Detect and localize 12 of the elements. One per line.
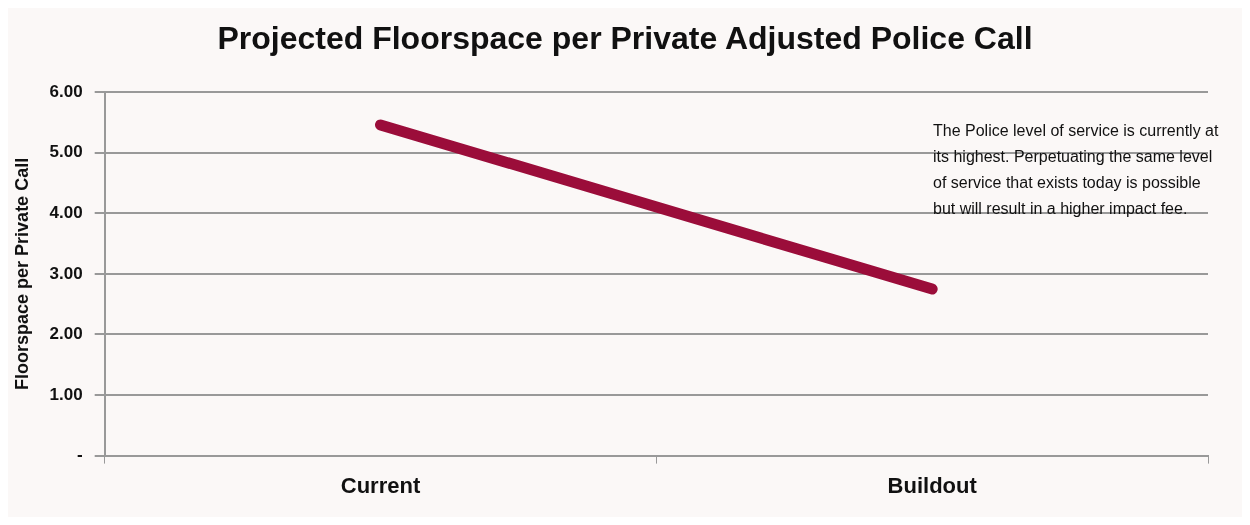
y-tick-label: - <box>77 445 83 465</box>
y-axis-title: Floorspace per Private Call <box>11 157 32 390</box>
x-tick-label: Current <box>340 472 421 498</box>
annotation: The Police level of service is currently at its highest. Perpetuating the same level of service that exists today is possible but will result in a higher impact fee. <box>933 121 1220 219</box>
x-tick-label: Buildout <box>887 472 978 498</box>
y-tick-label: 5.00 <box>49 142 83 162</box>
y-tick-label: 6.00 <box>49 81 83 101</box>
y-tick-label: 2.00 <box>49 324 83 344</box>
chart-title: Projected Floorspace per Private Adjusted Police Call <box>216 19 1034 58</box>
y-tick-label: 1.00 <box>49 384 83 404</box>
y-tick-label: 4.00 <box>49 203 83 223</box>
y-tick-label: 3.00 <box>49 263 83 283</box>
